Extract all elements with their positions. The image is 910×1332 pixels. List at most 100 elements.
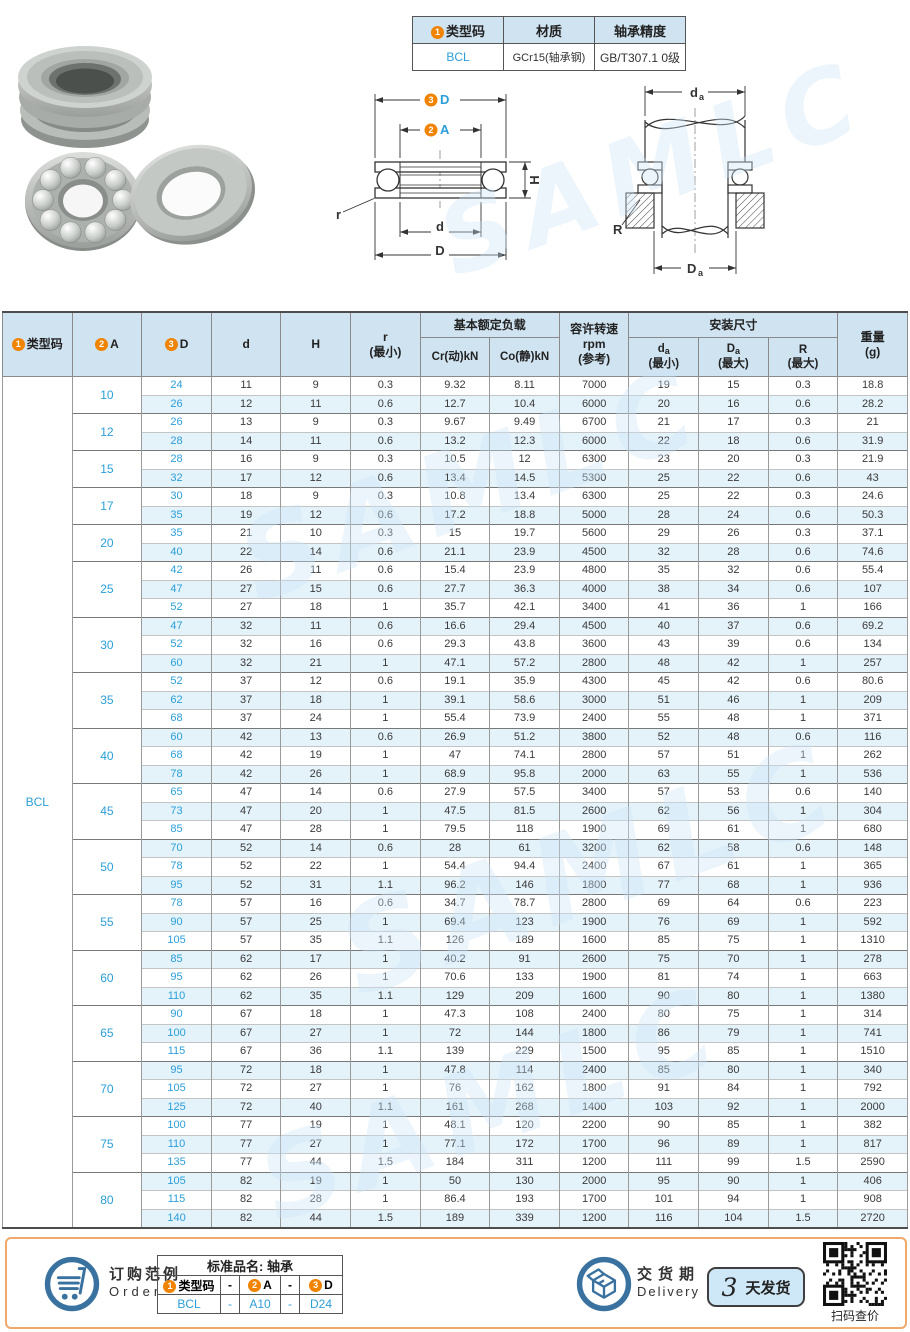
- d-value-cell[interactable]: 90: [141, 1005, 212, 1024]
- a-value-cell[interactable]: 80: [71, 1171, 143, 1228]
- d-value-cell[interactable]: 62: [141, 690, 212, 710]
- a-value-cell[interactable]: 60: [71, 949, 143, 1006]
- d-value-cell[interactable]: 78: [141, 857, 212, 876]
- d-value-cell[interactable]: 47: [141, 616, 212, 636]
- d-value-cell[interactable]: 135: [141, 1153, 212, 1172]
- d-value-cell[interactable]: 95: [141, 968, 212, 987]
- a-value-cell[interactable]: 17: [71, 487, 143, 525]
- d-value-cell[interactable]: 40: [141, 542, 212, 562]
- d-value-cell[interactable]: 100: [141, 1023, 212, 1043]
- order-val-d[interactable]: D24: [299, 1294, 343, 1314]
- d-value-cell[interactable]: 115: [141, 1190, 212, 1209]
- spec-cell: 43: [628, 635, 700, 654]
- spec-cell: 47.8: [419, 1060, 491, 1080]
- d-value-cell[interactable]: 68: [141, 746, 212, 765]
- spec-cell: 61: [698, 857, 769, 876]
- d-value-cell[interactable]: 85: [141, 820, 212, 839]
- d-value-cell[interactable]: 32: [141, 468, 212, 488]
- d-value-cell[interactable]: 105: [141, 1171, 212, 1191]
- spec-cell: 1900: [558, 968, 630, 987]
- spec-cell: 50: [419, 1171, 491, 1191]
- d-value-cell[interactable]: 115: [141, 1042, 212, 1061]
- d-value-cell[interactable]: 70: [141, 838, 212, 858]
- spec-cell: 1: [767, 653, 839, 673]
- spec-cell: 41: [628, 598, 700, 617]
- d-value-cell[interactable]: 125: [141, 1097, 212, 1117]
- spec-cell: 0.6: [350, 431, 421, 451]
- d-value-cell[interactable]: 35: [141, 524, 212, 543]
- spec-cell: 14: [210, 431, 282, 451]
- dim-label-D-bottom: D: [435, 243, 444, 258]
- a-value-cell[interactable]: 40: [71, 727, 143, 784]
- spec-cell: 64: [698, 894, 769, 913]
- d-value-cell[interactable]: 105: [141, 931, 212, 950]
- d-value-cell[interactable]: 52: [141, 635, 212, 654]
- d-value-cell[interactable]: 73: [141, 801, 212, 821]
- a-value-cell[interactable]: 75: [71, 1116, 143, 1172]
- order-val-a[interactable]: A10: [239, 1294, 281, 1314]
- d-value-cell[interactable]: 95: [141, 1060, 212, 1080]
- a-value-cell[interactable]: 65: [71, 1005, 143, 1061]
- a-value-cell[interactable]: 20: [71, 524, 143, 562]
- spec-cell: 40: [628, 616, 700, 636]
- spec-cell: 21: [628, 413, 700, 432]
- d-value-cell[interactable]: 35: [141, 505, 212, 525]
- spec-row: 50 70 52 14 0.6 28 61 3200 62 58 0.6 148: [3, 838, 908, 895]
- d-value-cell[interactable]: 95: [141, 875, 212, 895]
- spec-cell: 86: [628, 1023, 700, 1043]
- spec-cell: 118: [489, 820, 560, 839]
- d-value-cell[interactable]: 28: [141, 450, 212, 469]
- spec-cell: 19.1: [419, 672, 491, 691]
- info-type-code[interactable]: BCL: [412, 43, 504, 71]
- d-value-cell[interactable]: 60: [141, 727, 212, 747]
- spec-cell: 6000: [558, 394, 630, 414]
- d-value-cell[interactable]: 47: [141, 579, 212, 599]
- a-value-cell[interactable]: 45: [71, 783, 143, 839]
- d-value-cell[interactable]: 28: [141, 431, 212, 451]
- d-value-cell[interactable]: 30: [141, 487, 212, 506]
- spec-cell: 2590: [837, 1153, 908, 1172]
- spec-cell: 0.3: [767, 524, 839, 543]
- d-value-cell[interactable]: 26: [141, 394, 212, 414]
- a-value-cell[interactable]: 50: [71, 838, 143, 895]
- a-value-cell[interactable]: 12: [71, 413, 143, 451]
- d-value-cell[interactable]: 90: [141, 912, 212, 932]
- d-value-cell[interactable]: 52: [141, 672, 212, 691]
- a-value-cell[interactable]: 10: [71, 376, 143, 414]
- d-value-cell[interactable]: 105: [141, 1079, 212, 1098]
- d-value-cell[interactable]: 68: [141, 709, 212, 728]
- d-value-cell[interactable]: 42: [141, 561, 212, 580]
- spec-row: 60 85 62 17 1 40.2 91 2600 75 70 1 278: [3, 949, 908, 1006]
- spec-cell: 108: [489, 1005, 560, 1024]
- d-value-cell[interactable]: 60: [141, 653, 212, 673]
- type-code-cell[interactable]: BCL: [2, 376, 73, 1228]
- d-value-cell[interactable]: 52: [141, 598, 212, 617]
- d-value-cell[interactable]: 78: [141, 764, 212, 784]
- spec-cell: 89: [698, 1134, 769, 1154]
- a-value-cell[interactable]: 25: [71, 561, 143, 617]
- d-value-cell[interactable]: 100: [141, 1116, 212, 1135]
- spec-cell: 61: [489, 838, 560, 858]
- a-value-cell[interactable]: 15: [71, 450, 143, 488]
- d-value-cell[interactable]: 110: [141, 986, 212, 1006]
- d-value-cell[interactable]: 78: [141, 894, 212, 913]
- dim-label-r: r: [336, 207, 341, 222]
- a-value-cell[interactable]: 55: [71, 894, 143, 950]
- d-value-cell[interactable]: 26: [141, 413, 212, 432]
- a-value-cell[interactable]: 35: [71, 672, 143, 728]
- a-value-cell[interactable]: 30: [71, 616, 143, 673]
- order-val-type[interactable]: BCL: [157, 1294, 221, 1314]
- d-value-cell[interactable]: 140: [141, 1208, 212, 1228]
- col-header-Da: Da (最大): [698, 337, 769, 377]
- d-value-cell[interactable]: 65: [141, 783, 212, 802]
- spec-cell: 57.5: [489, 783, 560, 802]
- d-value-cell[interactable]: 24: [141, 376, 212, 395]
- a-value-cell[interactable]: 70: [71, 1060, 143, 1117]
- spec-cell: 2000: [558, 764, 630, 784]
- spec-cell: 72: [210, 1097, 282, 1117]
- d-value-cell[interactable]: 85: [141, 949, 212, 969]
- spec-cell: 75: [698, 931, 769, 950]
- d-value-cell[interactable]: 110: [141, 1134, 212, 1154]
- spec-cell: 262: [837, 746, 908, 765]
- spec-cell: 2400: [558, 1005, 630, 1024]
